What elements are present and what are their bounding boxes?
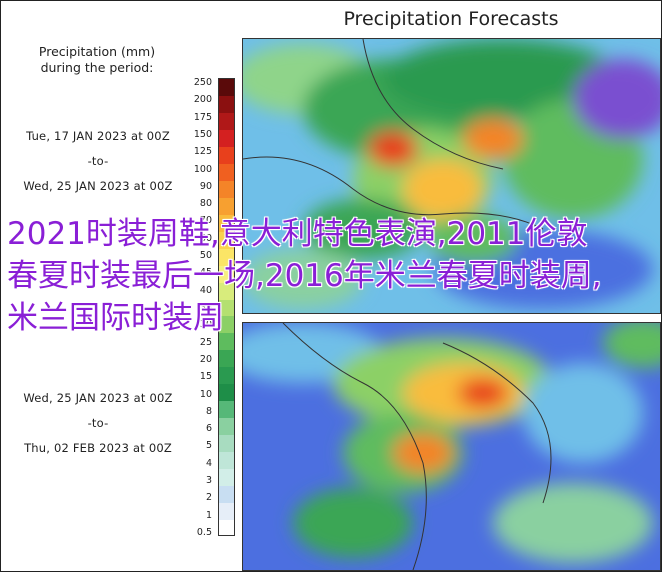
map-title: Precipitation Forecasts <box>343 8 559 30</box>
legend-swatch <box>219 486 234 504</box>
legend-swatch <box>219 265 234 284</box>
legend-tick-label: 25 <box>199 336 212 348</box>
legend-tick-label: 125 <box>193 146 212 158</box>
legend-swatch <box>219 316 234 334</box>
legend-tick-label: 4 <box>205 457 212 469</box>
legend-swatch <box>219 95 234 114</box>
legend-swatch <box>219 248 234 267</box>
legend-tick-label: 40 <box>199 284 212 296</box>
legend-swatch <box>219 350 234 368</box>
legend-tick-label: 15 <box>199 371 212 383</box>
legend-swatch <box>219 146 234 165</box>
period2-separator: -to- <box>87 416 109 430</box>
legend-tick-label: 6 <box>205 423 212 435</box>
legend-tick-label: 20 <box>199 353 212 365</box>
legend-swatch <box>219 231 234 250</box>
legend-tick-label: 30 <box>199 319 212 331</box>
legend-swatch <box>219 367 234 385</box>
legend-tick-label: 80 <box>199 198 212 210</box>
legend-swatch <box>219 503 234 521</box>
precip-field-bottom <box>243 323 660 570</box>
period2-end: Thu, 02 FEB 2023 at 00Z <box>24 441 172 455</box>
forecast-map-period2 <box>242 322 661 571</box>
legend-tick-label: 50 <box>199 250 212 262</box>
legend-swatch <box>219 469 234 487</box>
legend-tick-label: 100 <box>193 163 212 175</box>
legend-swatch <box>219 384 234 402</box>
legend-color-bar <box>218 78 235 536</box>
legend-swatch <box>219 197 234 216</box>
legend-tick-label: 90 <box>199 180 212 192</box>
legend-swatch <box>219 112 234 131</box>
legend-tick-label: 35 <box>199 302 212 313</box>
period2-start: Wed, 25 JAN 2023 at 00Z <box>23 391 173 405</box>
legend-tick-label: 0.5 <box>196 527 212 538</box>
legend-swatch <box>219 401 234 419</box>
legend-swatch <box>219 214 234 233</box>
forecast-map-period1 <box>242 38 661 314</box>
legend-tick-label: 150 <box>193 128 212 140</box>
legend-swatch <box>219 180 234 199</box>
overlay-caption: 2021时装周鞋,意大利特色表演,2011伦敦春夏时装最后一场,2016年米兰春… <box>7 216 602 336</box>
legend-tick-label: 60 <box>199 232 212 244</box>
legend-swatch <box>219 282 234 300</box>
legend-tick-label: 1 <box>205 509 212 521</box>
period1-separator: -to- <box>87 154 109 168</box>
legend-tick-label: 5 <box>205 440 212 452</box>
legend-title-line1: Precipitation (mm) <box>38 44 156 59</box>
legend-swatch <box>219 299 234 317</box>
legend-swatch <box>219 520 234 535</box>
legend-tick-label: 2 <box>205 492 212 504</box>
legend-tick-label: 70 <box>199 215 212 227</box>
precip-field-top <box>243 39 660 313</box>
period1-start: Tue, 17 JAN 2023 at 00Z <box>26 129 170 143</box>
legend-tick-label: 8 <box>205 405 212 417</box>
legend-swatch <box>219 129 234 148</box>
legend-tick-label: 250 <box>193 77 212 88</box>
legend-swatch <box>219 435 234 453</box>
legend-tick-label: 3 <box>205 475 212 487</box>
legend-swatch <box>219 163 234 182</box>
legend-swatch <box>219 418 234 436</box>
legend-tick-label: 200 <box>193 94 212 106</box>
legend-swatch <box>219 333 234 351</box>
legend-swatch <box>219 79 234 97</box>
legend-tick-label: 45 <box>199 267 212 279</box>
legend-tick-label: 175 <box>193 111 212 123</box>
legend-tick-label: 10 <box>199 388 212 400</box>
legend-swatch <box>219 452 234 470</box>
period1-end: Wed, 25 JAN 2023 at 00Z <box>23 179 173 193</box>
legend-title-line2: during the period: <box>40 60 154 75</box>
